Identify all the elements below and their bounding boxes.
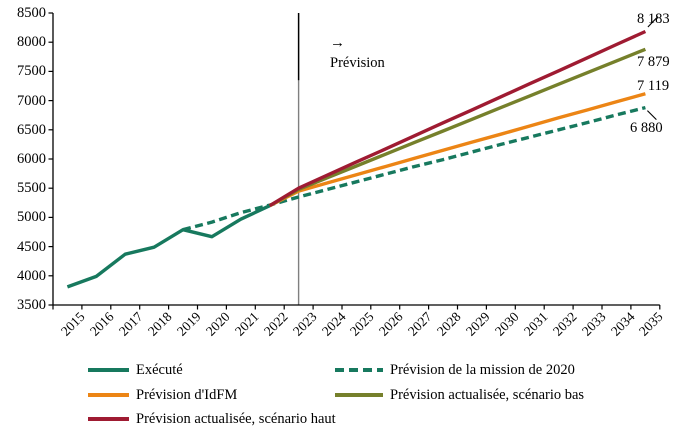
y-tick-label: 5000 — [17, 209, 46, 226]
y-tick-label: 5500 — [17, 180, 46, 197]
forecast-annotation: → Prévision — [330, 33, 385, 73]
y-tick-label: 3500 — [17, 297, 46, 313]
y-tick-label: 6500 — [17, 121, 46, 138]
end-label-mission2020: 6 880 — [630, 120, 663, 136]
y-tick-label: 8000 — [17, 34, 46, 51]
end-label-leader — [647, 110, 657, 120]
y-tick-label: 8500 — [17, 5, 46, 21]
series-mission2020-line — [182, 105, 646, 232]
series-idfm-line — [268, 92, 646, 208]
y-tick-label: 7000 — [17, 92, 46, 109]
y-tick-label: 7500 — [17, 63, 46, 80]
end-label-bas: 7 879 — [637, 54, 670, 70]
series-bas-line — [268, 47, 647, 208]
series-haut-line — [268, 29, 647, 208]
end-label-leader — [647, 16, 659, 28]
series-execute-line — [66, 204, 271, 289]
forecast-arrow-icon: → — [330, 35, 345, 51]
end-label-idfm: 7 119 — [637, 78, 669, 94]
end-label-haut: 8 183 — [637, 11, 670, 27]
y-tick-label: 4000 — [17, 267, 46, 284]
forecast-annotation-label: Prévision — [330, 55, 385, 71]
y-tick-label: 4500 — [17, 238, 46, 255]
y-tick-label: 6000 — [17, 151, 46, 167]
